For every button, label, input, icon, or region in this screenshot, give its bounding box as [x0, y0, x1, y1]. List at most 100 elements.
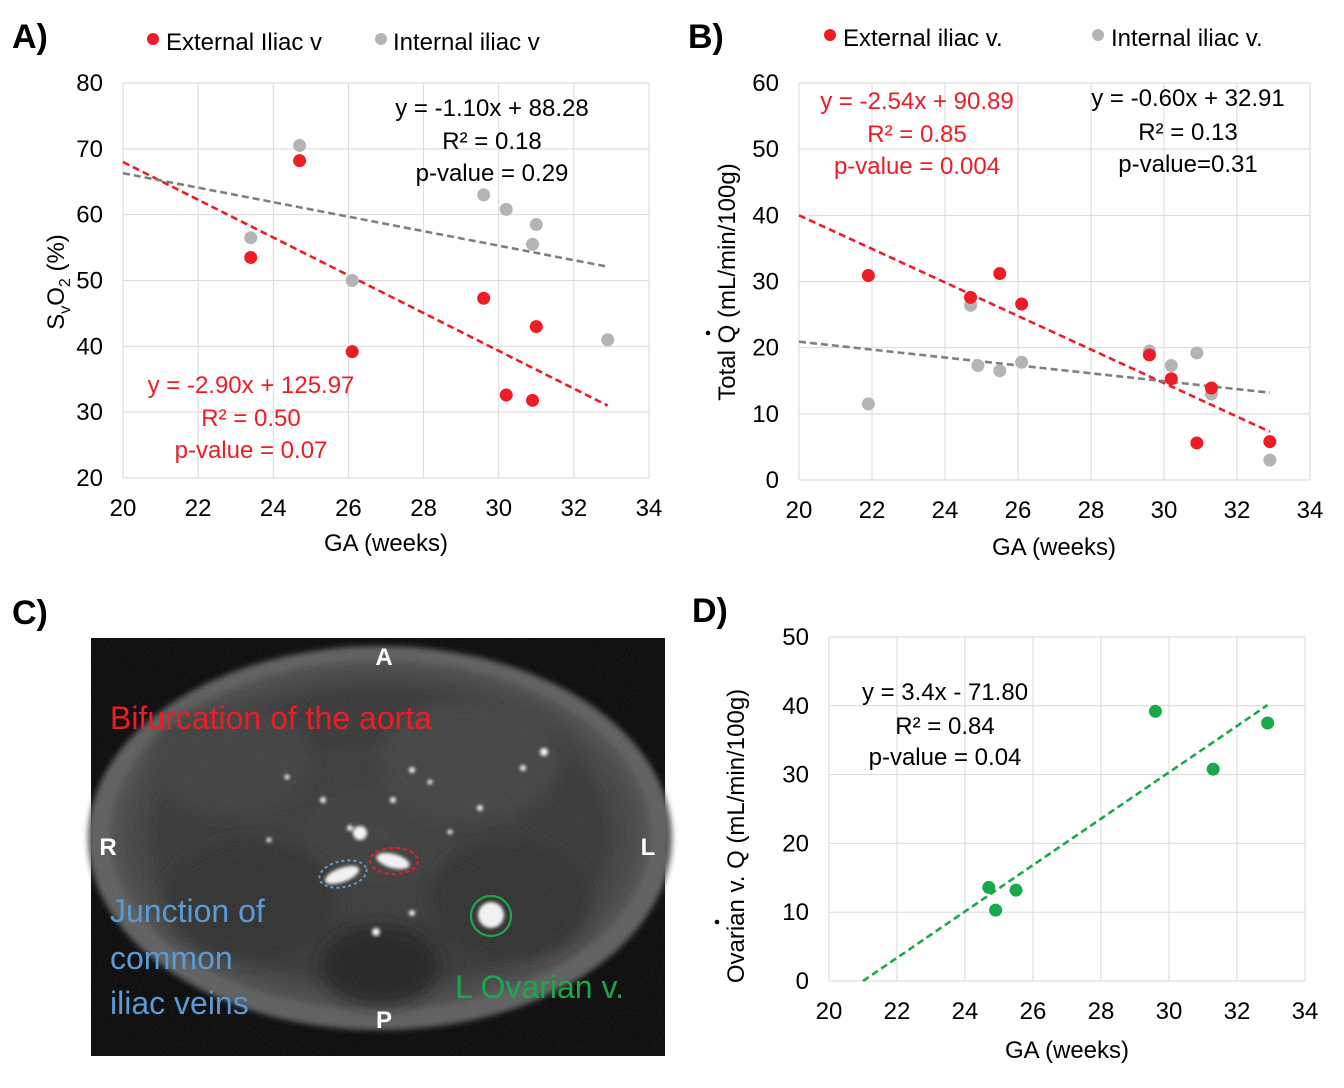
- annotation-equation: y = -2.54x + 90.89: [820, 88, 1013, 115]
- data-point: [861, 269, 875, 283]
- vessel: [376, 852, 410, 870]
- label-iliac-junction-line: Junction of: [110, 893, 265, 929]
- y-tick-label: 30: [782, 762, 809, 789]
- y-tick-label: 20: [76, 465, 103, 492]
- annotation-r2: R² = 0.18: [442, 128, 541, 155]
- data-point: [529, 320, 543, 334]
- data-point: [477, 188, 491, 202]
- legend-marker-external: [147, 33, 159, 45]
- panel-b-y-axis-title-text: Total Q (mL/min/100g): [714, 163, 741, 400]
- panel-a-trendlines: [122, 160, 609, 407]
- panel-b-trendlines: [798, 214, 1271, 433]
- vessel: [477, 805, 483, 811]
- data-point: [499, 202, 513, 216]
- data-point: [244, 231, 258, 245]
- annotation-pvalue: p-value = 0.07: [175, 437, 328, 464]
- vessel: [266, 837, 272, 843]
- data-point: [989, 903, 1003, 917]
- x-tick-label: 32: [1224, 497, 1251, 524]
- x-tick-label: 22: [185, 495, 212, 522]
- annotation-equation: y = 3.4x - 71.80: [862, 679, 1028, 706]
- y-tick-label: 20: [782, 830, 809, 857]
- x-tick-label: 20: [110, 495, 137, 522]
- mri-image: A P R L Bifurcation of the aorta Junctio…: [88, 638, 672, 1056]
- y-tick-label: 40: [752, 202, 779, 229]
- data-point: [1164, 359, 1178, 373]
- legend-label-external: External iliac v.: [843, 25, 1003, 52]
- mri-vessels: [266, 748, 548, 936]
- y-tick-label: 50: [752, 136, 779, 163]
- data-point: [1263, 435, 1277, 449]
- x-tick-label: 28: [1088, 998, 1115, 1025]
- panel-d: D) 20 22 24 26 28 30 32 34 0 10 20 30 40 50 GA (weeks…: [692, 592, 1318, 1064]
- y-tick-label: 30: [76, 399, 103, 426]
- x-tick-label: 22: [859, 497, 886, 524]
- data-point: [526, 237, 540, 251]
- panel-b-plot: 20 22 24 26 28 30 32 34 0 10 20 30 40 50 60: [752, 70, 1323, 524]
- panel-a-annotation-internal: y = -1.10x + 88.28 R² = 0.18 p-value = 0…: [395, 95, 588, 187]
- label-iliac-junction-line: common: [110, 940, 233, 976]
- panel-d-annotation: y = 3.4x - 71.80 R² = 0.84 p-value = 0.0…: [862, 679, 1028, 771]
- data-point: [982, 880, 996, 894]
- vessel: [409, 767, 415, 773]
- panel-a-ticks: 20 22 24 26 28 30 32 34 20 30 40 50 60 70 80: [76, 70, 662, 522]
- panel-d-plot: 20 22 24 26 28 30 32 34 0 10 20 30 40 50: [782, 624, 1318, 1025]
- vessel: [320, 797, 326, 803]
- data-point: [1148, 704, 1162, 718]
- label-aorta: Bifurcation of the aorta: [110, 700, 432, 736]
- q-dot-accent: [714, 919, 720, 925]
- orientation-posterior: P: [376, 1007, 392, 1034]
- panel-b-annotation-external: y = -2.54x + 90.89 R² = 0.85 p-value = 0…: [820, 88, 1013, 180]
- panel-a-points: [244, 139, 615, 407]
- y-tick-label: 50: [782, 624, 809, 651]
- trendline: [798, 214, 1271, 433]
- panel-d-trendlines: [862, 704, 1269, 983]
- mri-noise: [91, 638, 665, 1056]
- label-iliac-junction: Junction of common iliac veins: [110, 893, 265, 1021]
- trendline: [122, 171, 608, 268]
- data-point: [1142, 348, 1156, 362]
- data-point: [1190, 346, 1204, 360]
- vessel: [353, 826, 367, 840]
- data-point: [964, 290, 978, 304]
- y-tick-label: 70: [76, 136, 103, 163]
- data-point: [529, 218, 543, 232]
- vessel: [372, 928, 380, 936]
- data-point: [345, 274, 359, 287]
- x-tick-label: 24: [260, 495, 287, 522]
- data-point: [993, 364, 1007, 378]
- data-point: [293, 139, 307, 153]
- panel-b-points: [861, 267, 1277, 467]
- data-point: [601, 333, 615, 347]
- y-tick-label: 30: [752, 269, 779, 296]
- data-point: [1009, 883, 1023, 897]
- panel-a-y-axis-title: SvO2 (%): [43, 234, 74, 330]
- annotation-r2: R² = 0.84: [895, 713, 994, 740]
- x-tick-label: 26: [335, 495, 362, 522]
- panel-d-ticks: 20 22 24 26 28 30 32 34 0 10 20 30 40 50: [782, 624, 1318, 1025]
- data-point: [971, 359, 985, 373]
- y-tick-label: 40: [782, 693, 809, 720]
- orientation-anterior: A: [375, 644, 392, 671]
- x-tick-label: 32: [1224, 998, 1251, 1025]
- legend-marker-internal: [1092, 29, 1104, 41]
- trendline: [798, 340, 1270, 394]
- y-tick-label: 50: [76, 268, 103, 295]
- vessel: [540, 748, 548, 756]
- data-point: [244, 250, 258, 264]
- panel-a-grid: [122, 82, 650, 479]
- orientation-right: R: [99, 834, 116, 861]
- y-tick-label: 10: [752, 401, 779, 428]
- x-tick-label: 34: [636, 495, 663, 522]
- y-tick-label: 60: [752, 70, 779, 97]
- annotation-r2: R² = 0.13: [1138, 119, 1237, 146]
- data-point: [477, 291, 491, 305]
- data-point: [1190, 436, 1204, 450]
- data-point: [993, 267, 1007, 281]
- label-ovarian: L Ovarian v.: [455, 969, 624, 1005]
- label-iliac-junction-line: iliac veins: [110, 985, 249, 1021]
- panel-b-grid: [798, 82, 1311, 481]
- x-tick-label: 26: [1005, 497, 1032, 524]
- roi-ovarian: [469, 894, 513, 938]
- legend-label-external: External Iliac v: [166, 29, 322, 56]
